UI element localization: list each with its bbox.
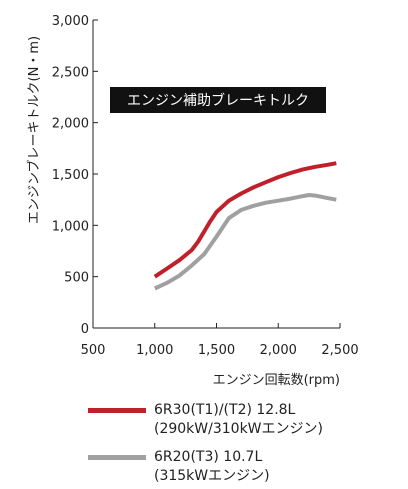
legend-swatch-6r30 [88, 408, 146, 413]
x-tick-label: 2,500 [321, 343, 358, 358]
x-tick-label: 1,000 [136, 343, 173, 358]
x-tick-label: 1,500 [198, 343, 235, 358]
legend-swatch-6r20 [88, 455, 146, 460]
torque-chart: 0 500 1,000 1,500 2,000 2,500 3,000 500 1,000 1,5… [26, 14, 359, 388]
y-axis-title: エンジンブレーキトルク(N・m) [26, 36, 42, 224]
chart-title-background [110, 87, 326, 113]
chart-title-box: エンジン補助ブレーキトルク [110, 87, 326, 113]
legend-label-6r30-detail: (290kW/310kWエンジン) [154, 421, 323, 437]
y-tick-label: 3,000 [52, 14, 89, 29]
series-layer [153, 161, 337, 291]
chart-title: エンジン補助ブレーキトルク [127, 92, 309, 109]
legend-label-6r20-detail: (315kWエンジン) [154, 468, 270, 484]
x-tick-label: 500 [81, 343, 106, 358]
y-tick-label: 2,000 [52, 117, 89, 132]
axes: 0 500 1,000 1,500 2,000 2,500 3,000 500 1,000 1,5… [52, 14, 359, 358]
y-tick-label: 1,500 [52, 168, 89, 183]
y-tick-label: 2,500 [52, 65, 89, 80]
y-tick-label: 1,000 [52, 219, 89, 234]
series-line-0 [153, 161, 337, 279]
legend-label-6r30: 6R30(T1)/(T2) 12.8L [154, 402, 296, 418]
series-line-1 [153, 193, 337, 291]
x-tick-label: 2,000 [260, 343, 297, 358]
x-axis-title: エンジン回転数(rpm) [213, 373, 340, 388]
y-tick-label: 500 [64, 271, 89, 286]
legend-label-6r20: 6R20(T3) 10.7L [154, 449, 263, 465]
y-tick-label: 0 [81, 322, 89, 337]
